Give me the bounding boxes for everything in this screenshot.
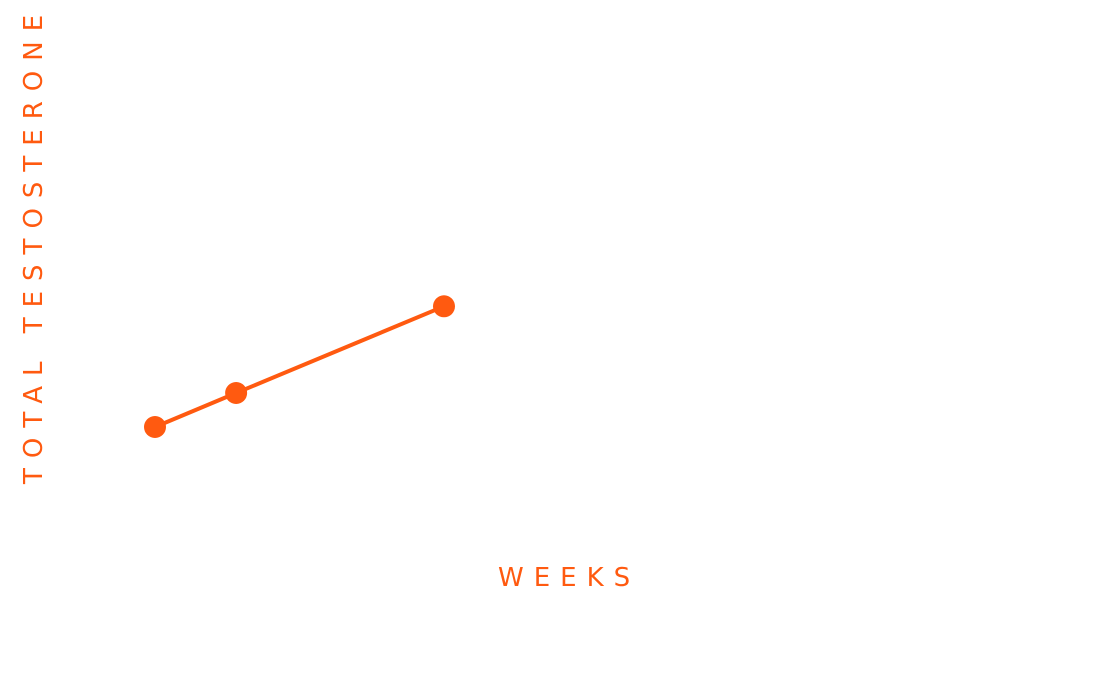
series-line — [153, 304, 446, 429]
x-axis-label: WEEKS — [498, 563, 640, 593]
data-point-1 — [144, 416, 166, 438]
plot-area — [144, 295, 455, 438]
data-point-2 — [225, 382, 248, 404]
y-axis-label: TOTAL TESTOSTERONE — [19, 5, 49, 485]
data-point-3 — [432, 295, 455, 318]
